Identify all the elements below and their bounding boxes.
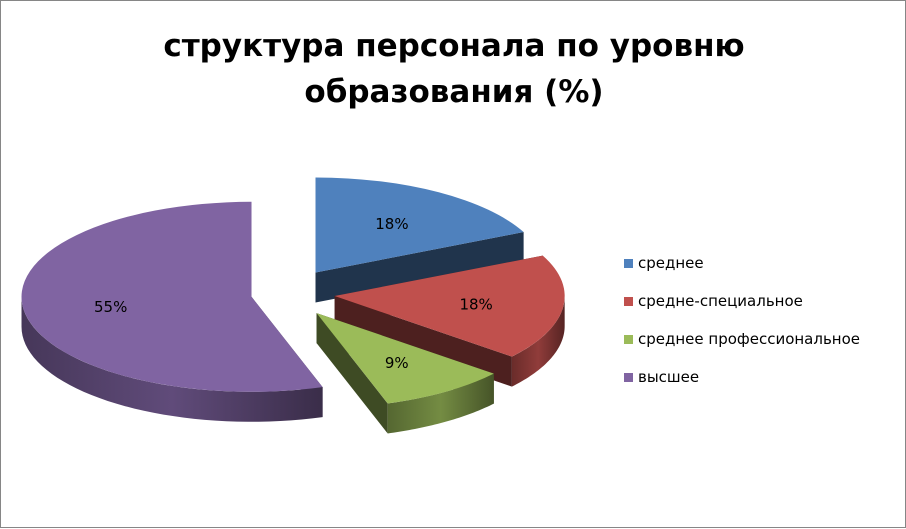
pie-slice-side-srednee-professionalnoe-1 bbox=[316, 313, 388, 434]
pie-slice-top-srednee bbox=[315, 177, 524, 273]
pie-slice-wall-sredne-specialnoe bbox=[511, 296, 565, 387]
data-label-vysshee: 55% bbox=[94, 298, 127, 316]
legend-swatch-srednee-professionalnoe bbox=[624, 335, 633, 344]
pie-slice-vysshee bbox=[21, 201, 323, 422]
pie-slice-srednee bbox=[315, 177, 524, 303]
legend-item-srednee: среднее bbox=[624, 251, 904, 289]
pie-slice-srednee-professionalnoe bbox=[316, 313, 494, 434]
legend-item-srednee-professionalnoe: среднее профессиональное bbox=[624, 327, 904, 365]
pie-slice-side-sredne-specialnoe-1 bbox=[334, 296, 512, 387]
pie-slice-side-srednee-1 bbox=[315, 232, 524, 303]
pie-slice-top-srednee-professionalnoe bbox=[316, 313, 494, 404]
legend-swatch-srednee bbox=[624, 259, 633, 268]
legend-label-vysshee: высшее bbox=[638, 368, 700, 386]
pie-slice-sredne-specialnoe bbox=[334, 255, 565, 387]
legend-label-srednee: среднее bbox=[638, 254, 704, 272]
legend-label-sredne-specialnoe: средне-специальное bbox=[638, 292, 803, 310]
pie-slice-wall-srednee-professionalnoe bbox=[387, 373, 494, 434]
pie-slice-wall-vysshee bbox=[21, 296, 323, 422]
data-label-sredne-specialnoe: 18% bbox=[459, 295, 492, 313]
data-label-srednee: 18% bbox=[375, 215, 408, 233]
pie-slice-top-vysshee bbox=[21, 201, 323, 392]
legend-swatch-sredne-specialnoe bbox=[624, 297, 633, 306]
chart-title-line-1: структура персонала по уровню bbox=[163, 28, 745, 64]
pie-slice-top-sredne-specialnoe bbox=[334, 255, 565, 357]
chart-title: структура персонала по уровню образовани… bbox=[1, 23, 906, 115]
legend-label-srednee-professionalnoe: среднее профессиональное bbox=[638, 330, 861, 348]
chart-legend: среднее средне-специальное среднее профе… bbox=[624, 251, 904, 403]
legend-swatch-vysshee bbox=[624, 373, 633, 382]
chart-title-line-2: образования (%) bbox=[304, 74, 604, 110]
legend-item-vysshee: высшее bbox=[624, 365, 904, 403]
legend-item-sredne-specialnoe: средне-специальное bbox=[624, 289, 904, 327]
data-label-srednee-professionalnoe: 9% bbox=[385, 354, 409, 372]
